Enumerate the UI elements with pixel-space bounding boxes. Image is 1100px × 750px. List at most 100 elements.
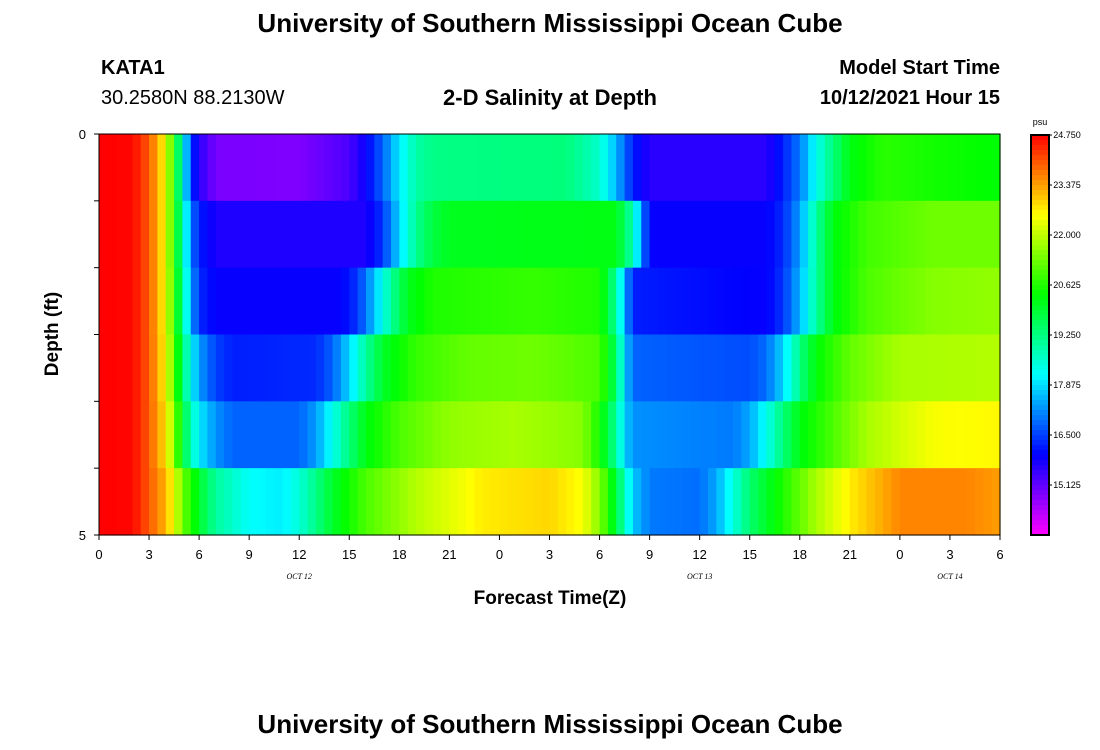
heatmap-cell — [132, 401, 142, 469]
heatmap-cell — [891, 134, 901, 202]
heatmap-cell — [599, 334, 609, 402]
heatmap-cell — [466, 334, 476, 402]
station-id: KATA1 — [101, 57, 165, 79]
colorbar-segment — [1031, 325, 1049, 331]
heatmap-cell — [307, 468, 317, 536]
colorbar-segment — [1031, 475, 1049, 481]
heatmap-cell — [507, 401, 517, 469]
heatmap-cell — [541, 267, 551, 336]
heatmap-cell — [616, 267, 626, 336]
heatmap-cell — [733, 267, 742, 336]
heatmap-cell — [340, 401, 350, 469]
heatmap-cell — [833, 334, 843, 402]
heatmap-cell — [641, 267, 651, 336]
heatmap-cell — [916, 334, 926, 402]
heatmap-cell — [833, 468, 843, 536]
heatmap-cell — [416, 468, 425, 536]
heatmap-cell — [390, 200, 400, 269]
heatmap-cell — [165, 401, 175, 469]
colorbar-segment — [1031, 255, 1049, 261]
heatmap-cell — [566, 468, 576, 536]
heatmap-cell — [224, 468, 234, 536]
colorbar-segment — [1031, 415, 1049, 421]
heatmap-cell — [149, 334, 158, 402]
heatmap-cell — [666, 401, 676, 469]
heatmap-cell — [607, 200, 617, 269]
colorbar: psu 24.750 23.375 22.000 20.625 19.250 17.875 1… — [1030, 117, 1081, 536]
colorbar-segment — [1031, 400, 1049, 406]
heatmap-cell — [716, 200, 726, 269]
heatmap-cell — [174, 267, 184, 336]
heatmap-cell — [933, 134, 943, 202]
heatmap-cell — [824, 334, 834, 402]
heatmap-cell — [549, 334, 559, 402]
heatmap-cell — [282, 334, 292, 402]
colorbar-segment — [1031, 430, 1049, 436]
heatmap-cell — [507, 334, 517, 402]
colorbar-segment — [1031, 175, 1049, 181]
heatmap-cell — [299, 334, 309, 402]
heatmap-cell — [165, 134, 175, 202]
heatmap-cell — [958, 468, 968, 536]
heatmap-cell — [416, 134, 425, 202]
heatmap-cell — [566, 267, 576, 336]
heatmap-cell — [290, 468, 300, 536]
heatmap-cell — [215, 200, 225, 269]
heatmap-cell — [424, 134, 434, 202]
heatmap-cell — [332, 267, 342, 336]
colorbar-tick-label: 20.625 — [1053, 280, 1081, 290]
heatmap-cell — [274, 401, 284, 469]
heatmap-cell — [315, 468, 325, 536]
colorbar-segment — [1031, 260, 1049, 266]
heatmap-cell — [841, 334, 851, 402]
heatmap-cell — [749, 267, 759, 336]
heatmap-cell — [991, 334, 1001, 402]
heatmap-cell — [858, 200, 868, 269]
heatmap-cell — [858, 401, 868, 469]
heatmap-cell — [174, 134, 184, 202]
x-tick-label: 12 — [292, 547, 306, 562]
heatmap-cell — [958, 134, 968, 202]
heatmap-cell — [749, 200, 759, 269]
colorbar-segment — [1031, 240, 1049, 246]
heatmap-cell — [632, 267, 642, 336]
heatmap-cell — [657, 267, 667, 336]
heatmap-cell — [290, 200, 300, 269]
colorbar-segment — [1031, 420, 1049, 426]
heatmap-cell — [240, 200, 250, 269]
heatmap-cell — [766, 200, 776, 269]
heatmap-cell — [741, 468, 751, 536]
heatmap-cell — [582, 334, 592, 402]
heatmap-cell — [783, 267, 793, 336]
heatmap-cell — [240, 401, 250, 469]
heatmap-cell — [774, 267, 784, 336]
heatmap-cell — [190, 334, 200, 402]
colorbar-segment — [1031, 290, 1049, 296]
heatmap-cell — [457, 134, 467, 202]
heatmap-cell — [983, 468, 993, 536]
x-tick-label: 18 — [793, 547, 807, 562]
colorbar-segment — [1031, 305, 1049, 311]
heatmap-cell — [733, 401, 742, 469]
heatmap-cell — [716, 134, 726, 202]
colorbar-segment — [1031, 270, 1049, 276]
heatmap-cell — [824, 401, 834, 469]
heatmap-cell — [107, 267, 117, 336]
colorbar-segment — [1031, 180, 1049, 186]
heatmap-cell — [207, 200, 217, 269]
heatmap-cell — [240, 134, 250, 202]
heatmap-cell — [532, 134, 542, 202]
heatmap-cell — [332, 200, 342, 269]
heatmap-cell — [357, 200, 367, 269]
heatmap-cell — [708, 468, 717, 536]
heatmap-cell — [449, 401, 459, 469]
heatmap-cell — [507, 200, 517, 269]
heatmap-cell — [315, 267, 325, 336]
heatmap-cell — [799, 468, 809, 536]
heatmap-cell — [507, 468, 517, 536]
heatmap-cell — [441, 134, 450, 202]
x-axis: 0 3 6 9 12 15 18 21 0 3 6 9 12 15 18 21 0 3 6 OCT 12 OCT 13 O… — [95, 535, 1004, 581]
heatmap-cell — [340, 200, 350, 269]
heatmap-cell — [899, 334, 909, 402]
heatmap-cell — [491, 134, 501, 202]
